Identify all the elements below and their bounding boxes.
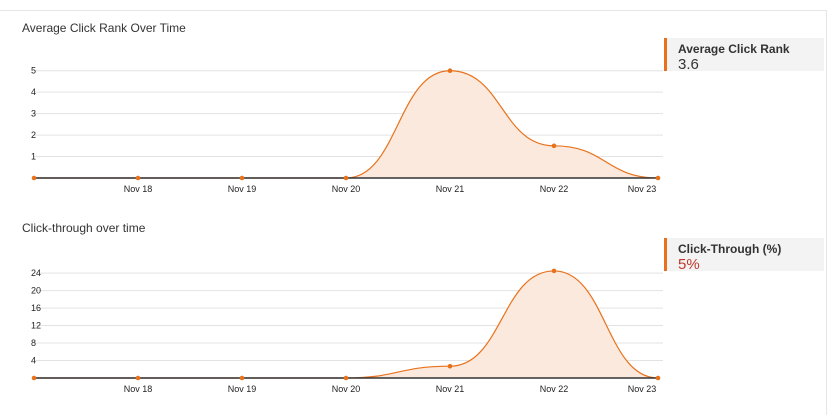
- data-point[interactable]: [239, 375, 245, 381]
- data-point[interactable]: [31, 375, 37, 381]
- y-tick-label: 3: [31, 109, 36, 119]
- data-point[interactable]: [31, 175, 37, 181]
- y-tick-label: 20: [31, 286, 41, 296]
- y-tick-label: 16: [31, 303, 41, 313]
- average-click-rank-stat-card: Average Click Rank 3.6: [664, 38, 824, 73]
- data-point[interactable]: [135, 175, 141, 181]
- stat-value: 3.6: [678, 56, 699, 73]
- x-tick-label: Nov 23: [628, 384, 657, 394]
- stat-label: Click-Through (%): [678, 242, 782, 256]
- x-tick-label: Nov 20: [332, 184, 361, 194]
- x-tick-label: Nov 18: [124, 184, 153, 194]
- data-point[interactable]: [343, 175, 349, 181]
- y-tick-label: 5: [31, 66, 36, 76]
- data-point[interactable]: [343, 375, 349, 381]
- y-tick-label: 1: [31, 152, 36, 162]
- data-point[interactable]: [551, 143, 557, 149]
- x-tick-label: Nov 19: [228, 184, 257, 194]
- y-tick-label: 12: [31, 321, 41, 331]
- data-point[interactable]: [655, 375, 661, 381]
- y-tick-label: 8: [31, 338, 36, 348]
- data-point[interactable]: [447, 68, 453, 74]
- data-point[interactable]: [239, 175, 245, 181]
- data-point[interactable]: [655, 175, 661, 181]
- average-click-rank-panel: Average Click Rank Over Time 1 2 3 4 5 Nov 18…: [0, 10, 827, 210]
- click-through-panel: Click-through over time 4 8 12 16 20 24 Nov 18…: [0, 210, 827, 410]
- stat-label: Average Click Rank: [678, 42, 790, 56]
- series-area: [34, 270, 658, 378]
- x-tick-label: Nov 23: [628, 184, 657, 194]
- chart-title: Click-through over time: [22, 221, 146, 235]
- y-tick-label: 2: [31, 130, 36, 140]
- data-point[interactable]: [551, 268, 557, 274]
- x-tick-label: Nov 21: [436, 384, 465, 394]
- chart-title: Average Click Rank Over Time: [22, 21, 186, 35]
- data-point[interactable]: [135, 375, 141, 381]
- stat-value: 5%: [678, 256, 700, 273]
- click-through-stat-card: Click-Through (%) 5%: [664, 238, 824, 273]
- x-tick-label: Nov 20: [332, 384, 361, 394]
- data-point[interactable]: [447, 363, 453, 369]
- average-click-rank-chart: 1 2 3 4 5 Nov 18 Nov 19 Nov 20 Nov 21 Nov 22 Nov 2…: [31, 66, 663, 194]
- click-through-chart: 4 8 12 16 20 24 Nov 18 Nov 19 Nov 20 Nov 21 Nov 22…: [31, 268, 663, 394]
- y-tick-label: 4: [31, 356, 36, 366]
- x-tick-label: Nov 21: [436, 184, 465, 194]
- x-tick-label: Nov 22: [540, 184, 569, 194]
- series-area: [34, 70, 658, 178]
- x-tick-label: Nov 22: [540, 384, 569, 394]
- x-tick-label: Nov 19: [228, 384, 257, 394]
- y-tick-label: 24: [31, 268, 41, 278]
- y-tick-label: 4: [31, 87, 36, 97]
- x-tick-label: Nov 18: [124, 384, 153, 394]
- panel-border-top: [0, 10, 827, 11]
